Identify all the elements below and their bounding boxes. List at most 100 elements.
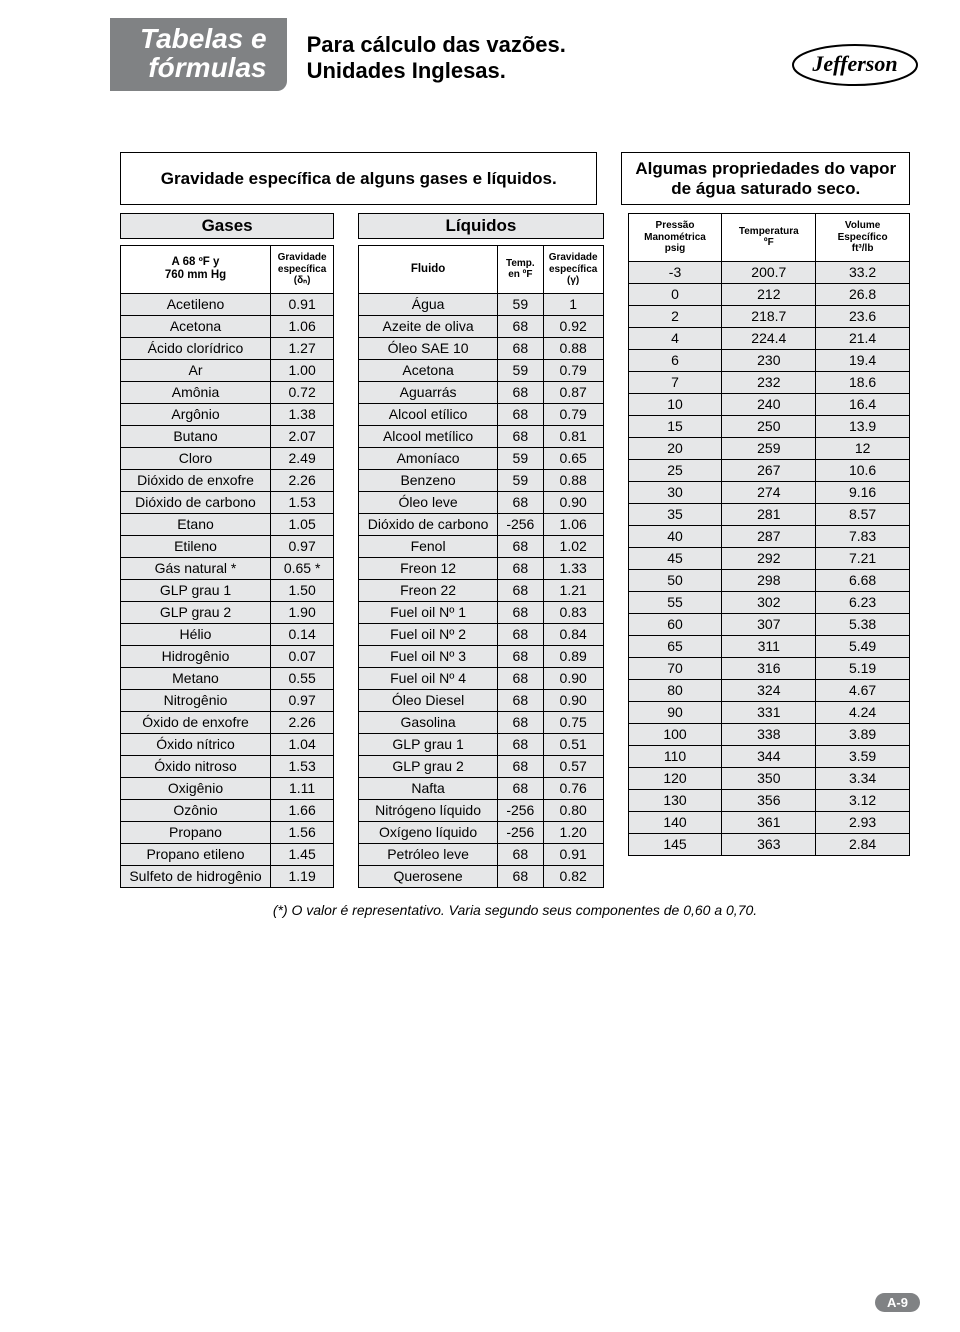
gases-cell: 1.66 — [271, 799, 334, 821]
gases-cell: Dióxido de carbono — [121, 491, 271, 513]
liquidos-cell: 68 — [497, 755, 543, 777]
liquidos-cell: 0.57 — [543, 755, 603, 777]
vapor-cell: 80 — [628, 679, 722, 701]
gases-cell: Ozônio — [121, 799, 271, 821]
title-left: Gravidade específica de alguns gases e l… — [120, 152, 597, 205]
liquidos-cell: 68 — [497, 667, 543, 689]
table-row: 302749.16 — [628, 481, 909, 503]
vapor-col3-header: Volume Específico ft³/lb — [816, 214, 910, 262]
gases-cell: Butano — [121, 425, 271, 447]
vapor-cell: 224.4 — [722, 327, 816, 349]
table-row: Propano1.56 — [121, 821, 334, 843]
liquidos-cell: Aguarrás — [359, 381, 498, 403]
gases-cell: 0.91 — [271, 293, 334, 315]
table-row: 653115.49 — [628, 635, 909, 657]
vapor-cell: 0 — [628, 283, 722, 305]
table-row: Fuel oil Nº 4680.90 — [359, 667, 603, 689]
liquidos-cell: Freon 12 — [359, 557, 498, 579]
vapor-cell: 7.83 — [816, 525, 910, 547]
liquidos-cell: -256 — [497, 821, 543, 843]
table-row: GLP grau 1680.51 — [359, 733, 603, 755]
vapor-cell: 302 — [722, 591, 816, 613]
vapor-cell: 145 — [628, 833, 722, 855]
liquidos-cell: Alcool etílico — [359, 403, 498, 425]
header-tab: Tabelas e fórmulas — [110, 18, 287, 91]
liquidos-cell: Fuel oil Nº 4 — [359, 667, 498, 689]
liquidos-cell: 59 — [497, 469, 543, 491]
liquidos-cell: -256 — [497, 513, 543, 535]
vapor-cell: 30 — [628, 481, 722, 503]
table-row: Acetona590.79 — [359, 359, 603, 381]
table-row: Óleo leve680.90 — [359, 491, 603, 513]
table-row: 2526710.6 — [628, 459, 909, 481]
gases-cell: 2.26 — [271, 711, 334, 733]
table-row: Nitrógeno líquido-2560.80 — [359, 799, 603, 821]
vapor-cell: 26.8 — [816, 283, 910, 305]
liquidos-col1-header: Fluido — [359, 246, 498, 294]
liquidos-cell: Azeite de oliva — [359, 315, 498, 337]
vapor-cell: 2.84 — [816, 833, 910, 855]
liquidos-cell: 59 — [497, 447, 543, 469]
liquidos-cell: Alcool metílico — [359, 425, 498, 447]
table-row: GLP grau 21.90 — [121, 601, 334, 623]
liquidos-cell: Freon 22 — [359, 579, 498, 601]
gases-cell: Sulfeto de hidrogênio — [121, 865, 271, 887]
table-row: Freon 12681.33 — [359, 557, 603, 579]
liquidos-cell: 68 — [497, 645, 543, 667]
liquidos-cell: 68 — [497, 403, 543, 425]
liquidos-cell: 0.90 — [543, 491, 603, 513]
vapor-cell: 259 — [722, 437, 816, 459]
vapor-cell: 90 — [628, 701, 722, 723]
vapor-cell: -3 — [628, 261, 722, 283]
gases-cell: 1.00 — [271, 359, 334, 381]
table-row: 2025912 — [628, 437, 909, 459]
table-row: Ozônio1.66 — [121, 799, 334, 821]
page-number: A-9 — [875, 1293, 920, 1312]
gases-cell: Amônia — [121, 381, 271, 403]
table-row: 723218.6 — [628, 371, 909, 393]
gases-cell: Metano — [121, 667, 271, 689]
table-row: Petróleo leve680.91 — [359, 843, 603, 865]
liquidos-cell: 68 — [497, 843, 543, 865]
gases-cell: 2.26 — [271, 469, 334, 491]
liquidos-cell: 1 — [543, 293, 603, 315]
liquidos-cell: 68 — [497, 601, 543, 623]
liquidos-cell: 68 — [497, 491, 543, 513]
gases-cell: Dióxido de enxofre — [121, 469, 271, 491]
vapor-cell: 4 — [628, 327, 722, 349]
liquidos-cell: 0.88 — [543, 337, 603, 359]
liquidos-cell: 0.83 — [543, 601, 603, 623]
liquidos-cell: Água — [359, 293, 498, 315]
table-row: Óleo SAE 10680.88 — [359, 337, 603, 359]
liquidos-cell: Petróleo leve — [359, 843, 498, 865]
gases-cell: 1.05 — [271, 513, 334, 535]
liquidos-cell: 68 — [497, 623, 543, 645]
table-row: Fenol681.02 — [359, 535, 603, 557]
gases-cell: 1.06 — [271, 315, 334, 337]
gases-cell: 1.45 — [271, 843, 334, 865]
liquidos-cell: 0.82 — [543, 865, 603, 887]
vapor-cell: 218.7 — [722, 305, 816, 327]
vapor-cell: 287 — [722, 525, 816, 547]
subtitle-line2: Unidades Inglesas. — [307, 58, 566, 84]
table-row: 502986.68 — [628, 569, 909, 591]
table-row: 1303563.12 — [628, 789, 909, 811]
liquidos-cell: Fuel oil Nº 3 — [359, 645, 498, 667]
table-row: Óxido nitroso1.53 — [121, 755, 334, 777]
vapor-cell: 130 — [628, 789, 722, 811]
header-subtitle: Para cálculo das vazões. Unidades Ingles… — [307, 18, 566, 85]
table-row: 021226.8 — [628, 283, 909, 305]
gases-cell: 0.72 — [271, 381, 334, 403]
gases-cell: Acetileno — [121, 293, 271, 315]
vapor-cell: 298 — [722, 569, 816, 591]
gases-cell: Óxido nítrico — [121, 733, 271, 755]
vapor-cell: 120 — [628, 767, 722, 789]
vapor-cell: 65 — [628, 635, 722, 657]
liquidos-table: Fluido Temp. en ºF Gravidade específica … — [358, 245, 603, 888]
liquidos-cell: Querosene — [359, 865, 498, 887]
liquidos-cell: 1.21 — [543, 579, 603, 601]
table-row: 2218.723.6 — [628, 305, 909, 327]
table-row: Óxido nítrico1.04 — [121, 733, 334, 755]
gases-cell: Nitrogênio — [121, 689, 271, 711]
vapor-cell: 12 — [816, 437, 910, 459]
